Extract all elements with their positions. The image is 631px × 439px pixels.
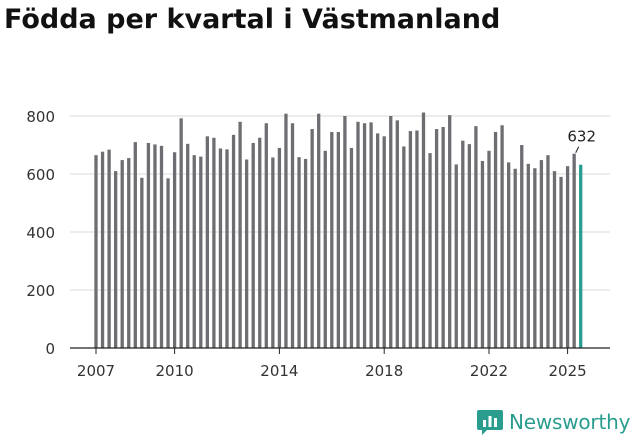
bar [271,157,275,348]
bar [107,149,111,348]
bar [159,145,164,348]
bar [192,155,196,348]
bar [199,156,203,348]
bar [290,123,295,348]
x-tick-label: 2010 [156,362,194,380]
bar [454,164,458,348]
bar [428,153,432,348]
bar [212,137,216,348]
bar-highlight [579,164,583,348]
bar [565,166,570,348]
bar [441,127,445,349]
bar [225,149,229,348]
bar [179,118,183,348]
bar [336,131,340,348]
bar [238,121,242,348]
highlight-leader-line [575,146,580,153]
bar [513,168,517,348]
bar [231,134,236,348]
bar [487,150,491,348]
x-tick-label: 2025 [549,362,587,380]
bar [258,137,262,348]
bar [389,116,393,348]
bar [520,145,524,348]
bar [408,131,413,348]
bar [467,144,471,348]
bar [369,122,373,348]
x-tick-label: 2007 [77,362,115,380]
bar [356,121,360,348]
bar [284,113,288,349]
bar [303,158,308,348]
bar [127,158,131,348]
bar [500,125,504,348]
bar [349,147,354,348]
bar [461,140,465,348]
bar [402,146,406,348]
bar [245,159,249,348]
bar [218,148,223,348]
bar [559,176,563,348]
bar [539,160,544,348]
y-tick-label: 0 [45,340,55,358]
bar [317,113,321,349]
newsworthy-logo-icon [477,410,503,435]
bar [493,131,498,348]
bar [434,129,439,348]
highlight-value-label: 632 [567,128,596,146]
bar [186,143,190,348]
bar [343,116,347,348]
bar [310,129,314,348]
bar [323,150,327,348]
bar [205,136,209,348]
bar [395,120,399,348]
y-axis-ticks: 0 200 400 600 800 [26,108,55,358]
bar [362,123,367,348]
bar [330,131,334,348]
bar [100,151,105,348]
bar [153,144,157,348]
bar [415,130,419,348]
y-tick-label: 400 [26,224,55,242]
bar [166,178,170,348]
bar [264,123,268,348]
bar [120,160,124,348]
bar [146,142,151,348]
bar [297,157,301,348]
x-tick-label: 2014 [260,362,298,380]
bar [474,126,478,349]
brand-name: Newsworthy [509,410,631,434]
bar [421,112,426,349]
bar [552,171,557,348]
bar [572,153,576,348]
bar [133,142,137,348]
x-tick-label: 2022 [470,362,508,380]
bar [533,168,537,348]
bar [277,147,282,348]
annotations: 632 [567,128,596,153]
x-tick-label: 2018 [365,362,403,380]
bar [382,136,386,348]
bars [94,112,583,349]
y-tick-label: 800 [26,108,55,126]
bar [94,155,98,348]
bar [376,133,380,348]
bar [448,115,452,348]
bar [507,162,511,348]
bar [546,155,550,348]
bar [114,171,118,348]
bar [251,142,255,348]
bar [172,152,177,348]
x-axis: 2007 2010 2014 2018 2022 2025 [70,347,610,380]
brand: Newsworthy [476,408,630,436]
y-tick-label: 600 [26,166,55,184]
y-tick-label: 200 [26,282,55,300]
bar [140,177,144,348]
bar [480,160,485,348]
bar [526,163,530,348]
chart-title: Födda per kvartal i Västmanland [4,4,501,35]
